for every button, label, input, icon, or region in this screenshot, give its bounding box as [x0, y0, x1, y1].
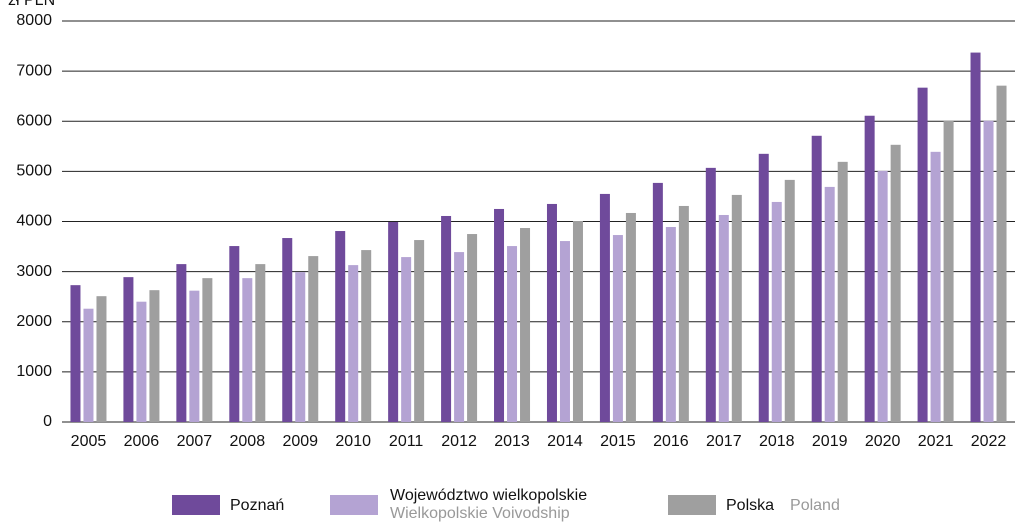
x-tick-label: 2006	[124, 433, 160, 450]
bar	[388, 222, 399, 422]
bar	[520, 228, 531, 422]
legend-swatch	[330, 495, 378, 515]
x-tick-label: 2017	[706, 433, 742, 450]
bar	[361, 250, 372, 422]
bar	[864, 115, 875, 422]
y-tick-label: 3000	[16, 263, 52, 280]
bar	[718, 214, 729, 422]
bar	[83, 308, 94, 422]
bar	[758, 153, 769, 423]
bar	[242, 278, 253, 422]
bar	[282, 238, 293, 422]
y-tick-label: 6000	[16, 112, 52, 129]
x-tick-label: 2015	[600, 433, 636, 450]
x-tick-label: 2007	[177, 433, 213, 450]
bar	[123, 277, 134, 422]
x-tick-label: 2020	[865, 433, 901, 450]
bar	[970, 52, 981, 423]
x-tick-label: 2005	[71, 433, 107, 450]
bar	[705, 167, 716, 422]
bar	[572, 220, 583, 422]
bar	[837, 161, 848, 422]
bar	[295, 272, 306, 422]
bar	[731, 194, 742, 422]
legend-swatch	[668, 495, 716, 515]
bar	[202, 278, 213, 422]
bar	[507, 246, 518, 422]
x-tick-label: 2011	[389, 433, 424, 450]
bar	[678, 205, 689, 422]
bar	[890, 144, 901, 422]
bar	[612, 235, 623, 422]
x-tick-label: 2019	[812, 433, 848, 450]
bar	[546, 203, 557, 422]
bar	[917, 87, 928, 422]
x-tick-label: 2008	[230, 433, 266, 450]
legend-label: Województwo wielkopolskie	[390, 487, 587, 504]
bar	[149, 290, 160, 422]
bar	[625, 212, 636, 422]
x-tick-label: 2013	[494, 433, 530, 450]
legend-label: Polska	[726, 497, 774, 514]
bar	[599, 193, 610, 422]
bar	[771, 201, 782, 422]
legend-swatch	[172, 495, 220, 515]
bar	[308, 256, 319, 422]
x-tick-label: 2018	[759, 433, 795, 450]
x-tick-label: 2022	[971, 433, 1007, 450]
y-axis-label: zł PLN	[8, 0, 55, 9]
bar	[784, 179, 795, 422]
y-tick-label: 4000	[16, 213, 52, 230]
bar	[494, 208, 505, 422]
bar	[229, 246, 240, 422]
bar	[441, 215, 452, 422]
bar	[811, 135, 822, 422]
y-tick-label: 7000	[16, 62, 52, 79]
bar	[255, 264, 266, 422]
y-tick-label: 1000	[16, 363, 52, 380]
bar	[70, 285, 81, 422]
x-tick-label: 2009	[282, 433, 318, 450]
bar	[189, 290, 200, 422]
bar	[176, 264, 187, 422]
x-tick-label: 2021	[918, 433, 954, 450]
bar	[652, 182, 663, 422]
bar	[414, 240, 425, 422]
x-tick-label: 2014	[547, 433, 583, 450]
y-tick-label: 0	[43, 413, 52, 430]
x-tick-label: 2010	[335, 433, 371, 450]
bar	[454, 252, 465, 422]
y-tick-label: 8000	[16, 12, 52, 29]
bar	[665, 227, 676, 422]
bar	[401, 257, 412, 422]
x-tick-label: 2016	[653, 433, 689, 450]
bar	[996, 85, 1007, 422]
bar	[467, 234, 478, 422]
bar	[824, 186, 835, 422]
bar	[877, 170, 888, 422]
legend-label-en: Wielkopolskie Voivodship	[390, 505, 570, 522]
bar	[983, 120, 994, 422]
x-tick-label: 2012	[441, 433, 477, 450]
bar	[335, 231, 346, 422]
y-tick-label: 5000	[16, 163, 52, 180]
bar	[943, 120, 954, 422]
bar	[930, 151, 941, 423]
bar	[96, 296, 107, 422]
y-tick-label: 2000	[16, 313, 52, 330]
bar	[136, 301, 147, 422]
legend-label: Poznań	[230, 497, 284, 514]
legend-label-en: Poland	[790, 497, 840, 514]
bar	[348, 265, 359, 422]
bar	[559, 241, 570, 422]
